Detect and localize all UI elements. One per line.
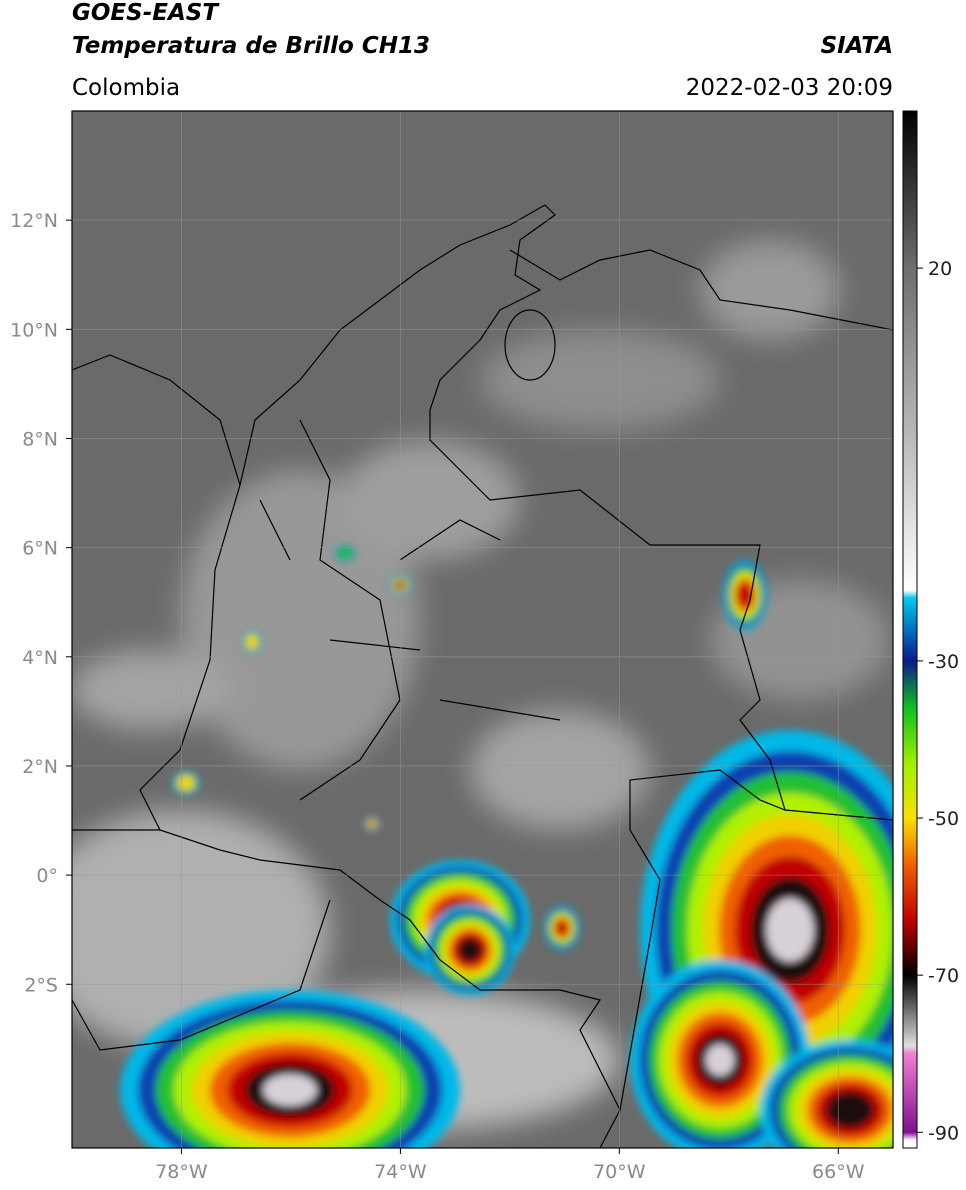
y-tick-label: 0° <box>36 865 58 887</box>
y-tick-label: 8°N <box>22 428 58 450</box>
x-tick-label: 70°W <box>593 1161 646 1183</box>
colorbar-tick-label: 20 <box>928 258 952 280</box>
convective-cells <box>120 545 893 1148</box>
cell-ring <box>766 898 814 962</box>
x-tick-label: 78°W <box>155 1161 208 1183</box>
source: SIATA <box>821 33 893 59</box>
y-tick-label: 4°N <box>22 647 58 669</box>
region: Colombia <box>72 75 180 101</box>
map-frame <box>71 110 894 1149</box>
y-tick-label: 12°N <box>10 210 58 232</box>
cell-ring <box>337 546 353 560</box>
x-tick-label: 74°W <box>374 1161 427 1183</box>
y-tick-label: 2°N <box>22 756 58 778</box>
cell-ring <box>263 1074 317 1106</box>
y-tick-label: 2°S <box>24 974 58 996</box>
title: GOES-EAST <box>72 0 220 26</box>
cell-ring <box>705 1044 735 1076</box>
borders <box>72 204 893 1148</box>
cell-ring <box>368 820 376 828</box>
x-tick-label: 66°W <box>812 1161 865 1183</box>
colorbar <box>902 110 918 1149</box>
colorbar-tick-label: -90 <box>928 1122 959 1144</box>
cell-ring <box>826 1091 874 1129</box>
subtitle: Temperatura de Brillo CH13 <box>72 33 430 59</box>
colorbar-tick-label: -70 <box>928 965 959 987</box>
cell-ring <box>246 635 258 649</box>
y-tick-label: 6°N <box>22 538 58 560</box>
cell-ring <box>458 938 482 962</box>
colorbar-tick-label: -30 <box>928 651 959 673</box>
colorbar-tick-label: -50 <box>928 808 959 830</box>
y-tick-label: 10°N <box>10 319 58 341</box>
datetime: 2022-02-03 20:09 <box>686 75 893 101</box>
cell-ring <box>177 776 195 790</box>
cell-ring <box>555 919 569 937</box>
map-area <box>72 111 893 1148</box>
